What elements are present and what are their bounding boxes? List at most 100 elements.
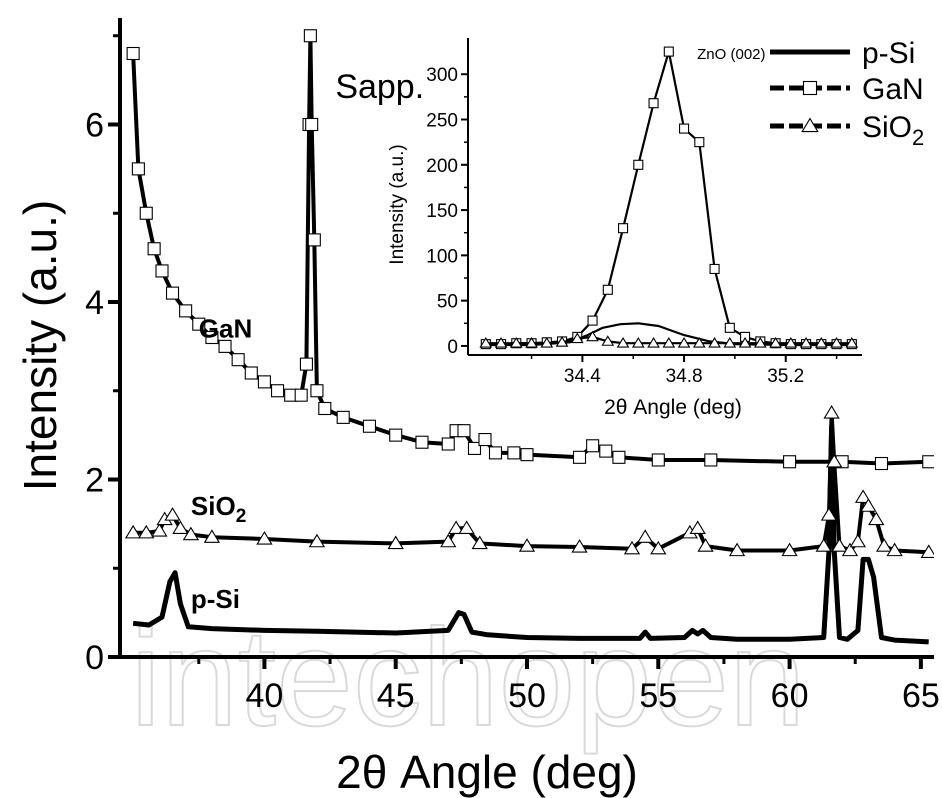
point-sio2 <box>138 524 155 539</box>
point-gan <box>651 453 665 467</box>
inset-point-gan <box>663 46 674 57</box>
point-sio2 <box>841 542 859 557</box>
inset-point-gan <box>679 123 690 134</box>
legend-label-gan: GaN <box>862 73 924 106</box>
inset-point-sio2 <box>540 337 554 348</box>
inset-point-sio2 <box>723 337 737 348</box>
point-sio2 <box>308 533 326 548</box>
inset-annotation-zno-002: ZnO (002) <box>697 46 765 63</box>
x-tick-label: 40 <box>246 677 284 715</box>
point-sio2 <box>875 538 893 552</box>
point-gan <box>467 441 482 455</box>
inset-point-sio2 <box>677 337 691 348</box>
inset-point-sio2 <box>692 337 706 348</box>
inset-x-tick-label: 35.2 <box>767 366 804 387</box>
point-sio2 <box>447 520 465 534</box>
point-gan <box>192 317 206 331</box>
x-tick-label: 65 <box>902 677 940 715</box>
inset-point-sio2 <box>586 330 599 342</box>
point-gan <box>783 455 797 469</box>
point-sio2 <box>164 507 181 521</box>
point-sio2 <box>815 538 832 552</box>
inset-point-sio2 <box>616 337 630 348</box>
point-gan <box>704 453 718 467</box>
inset-point-sio2 <box>830 337 843 348</box>
point-sio2 <box>172 520 189 534</box>
inset-y-axis-title: Intensity (a.u.) <box>387 144 408 264</box>
point-gan <box>231 353 245 367</box>
point-sio2 <box>458 520 475 534</box>
legend-marker-gan <box>802 80 818 96</box>
point-gan <box>415 435 429 449</box>
x-tick-label: 55 <box>639 677 677 715</box>
point-sio2 <box>849 533 867 548</box>
point-gan <box>441 437 455 451</box>
inset-point-sio2 <box>738 337 752 348</box>
point-sio2 <box>831 538 848 552</box>
point-gan <box>507 446 521 460</box>
point-gan <box>303 29 317 43</box>
annotation-gan: GaN <box>199 314 252 344</box>
main-series-group <box>124 29 934 645</box>
point-gan <box>488 446 503 460</box>
inset-point-gan <box>587 315 598 326</box>
point-sio2 <box>689 520 706 534</box>
point-gan <box>305 117 319 132</box>
point-gan <box>307 233 321 247</box>
point-gan <box>362 419 377 433</box>
y-tick-label: 6 <box>85 107 104 145</box>
point-sio2 <box>440 533 457 548</box>
y-tick-label: 0 <box>85 639 104 677</box>
point-sio2 <box>203 529 221 543</box>
point-gan <box>457 424 471 438</box>
point-gan <box>299 357 313 371</box>
inset-point-sio2 <box>753 337 767 348</box>
inset-point-gan <box>709 263 720 275</box>
point-gan <box>139 206 153 220</box>
inset-y-tick-label: 0 <box>447 337 458 358</box>
inset-point-sio2 <box>525 337 538 348</box>
y-axis-title: Intensity (a.u.) <box>14 200 66 491</box>
inset-x-axis-title: 2θ Angle (deg) <box>604 396 742 419</box>
x-axis-title: 2θ Angle (deg) <box>336 746 638 798</box>
series-line-sio2 <box>133 410 929 555</box>
inset-x-tick-label: 34.4 <box>564 366 601 387</box>
point-sio2 <box>387 535 404 550</box>
inset-point-gan <box>602 284 613 295</box>
inset-point-sio2 <box>555 336 569 347</box>
point-sio2 <box>920 544 934 558</box>
inset-point-sio2 <box>647 337 660 348</box>
x-tick-label: 50 <box>508 677 546 715</box>
x-tick-label: 45 <box>377 677 415 715</box>
inset-point-gan <box>633 159 644 170</box>
point-gan <box>179 304 193 318</box>
legend-label-sio2: SiO2 <box>862 111 924 150</box>
point-gan <box>336 410 350 424</box>
inset-point-sio2 <box>631 337 645 348</box>
inset-point-sio2 <box>601 335 615 346</box>
point-gan <box>572 450 587 464</box>
point-sio2 <box>124 524 142 539</box>
legend-label-p-si: p-Si <box>862 37 915 70</box>
point-gan <box>586 439 600 453</box>
inset-y-tick-label: 250 <box>426 111 458 132</box>
inset-point-sio2 <box>845 337 859 348</box>
inset-point-sio2 <box>494 337 508 348</box>
point-gan <box>520 448 534 462</box>
point-gan <box>389 428 403 442</box>
inset-point-sio2 <box>662 337 676 348</box>
point-sio2 <box>518 538 536 552</box>
inset-y-tick-label: 50 <box>437 292 458 313</box>
point-sio2 <box>636 529 654 543</box>
inset-x-tick-label: 34.8 <box>666 366 703 387</box>
point-sio2 <box>728 542 746 557</box>
annotation-sapp: Sapp. <box>335 68 424 106</box>
inset-y-tick-label: 200 <box>426 156 458 177</box>
point-sio2 <box>820 507 838 521</box>
point-sio2 <box>650 540 667 555</box>
point-gan <box>165 286 180 300</box>
point-gan <box>922 455 934 469</box>
point-gan <box>310 384 324 398</box>
annotation-sio2: SiO2 <box>191 491 246 527</box>
point-gan <box>257 375 271 389</box>
